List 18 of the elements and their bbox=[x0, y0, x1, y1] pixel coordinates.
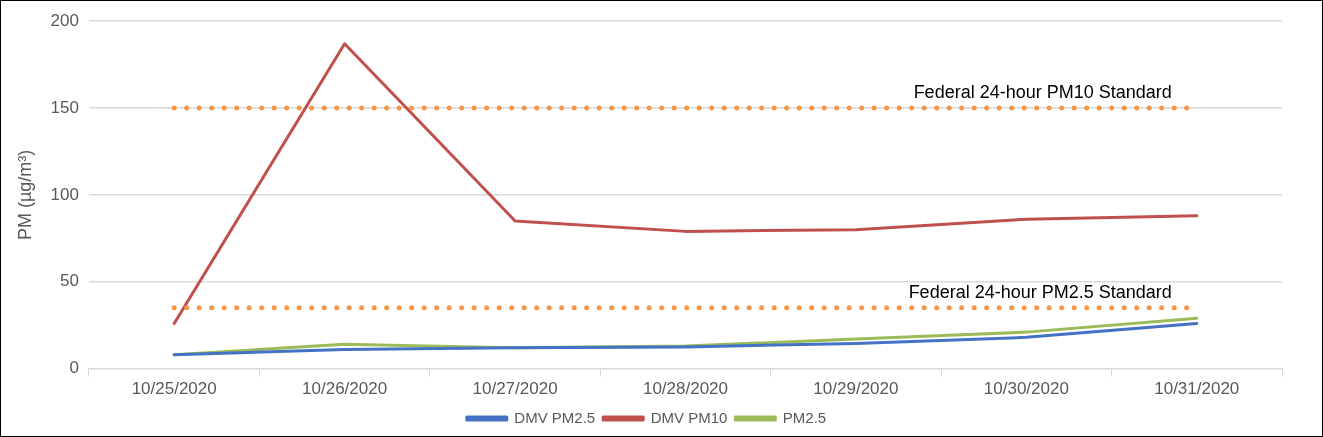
x-tick-label: 10/27/2020 bbox=[472, 379, 558, 399]
ref-line-label: Federal 24-hour PM2.5 Standard bbox=[908, 281, 1172, 302]
x-tick-label: 10/30/2020 bbox=[983, 379, 1069, 399]
y-tick-label: 150 bbox=[50, 97, 79, 117]
y-axis-title: PM (µg/m³) bbox=[14, 149, 35, 241]
legend-label: DMV PM2.5 bbox=[514, 408, 596, 426]
x-tick-label: 10/29/2020 bbox=[813, 379, 899, 399]
legend-label: DMV PM10 bbox=[650, 408, 728, 426]
y-tick-label: 0 bbox=[69, 358, 79, 378]
y-tick-label: 100 bbox=[50, 184, 79, 204]
legend-label: PM2.5 bbox=[782, 408, 827, 426]
x-tick-label: 10/26/2020 bbox=[302, 379, 388, 399]
y-tick-label: 50 bbox=[60, 271, 79, 291]
x-tick-label: 10/28/2020 bbox=[642, 379, 729, 399]
y-tick-label: 200 bbox=[50, 10, 79, 30]
x-tick-label: 10/31/2020 bbox=[1154, 379, 1240, 399]
x-tick-label: 10/25/2020 bbox=[131, 379, 217, 399]
ref-line-label: Federal 24-hour PM10 Standard bbox=[913, 82, 1172, 103]
